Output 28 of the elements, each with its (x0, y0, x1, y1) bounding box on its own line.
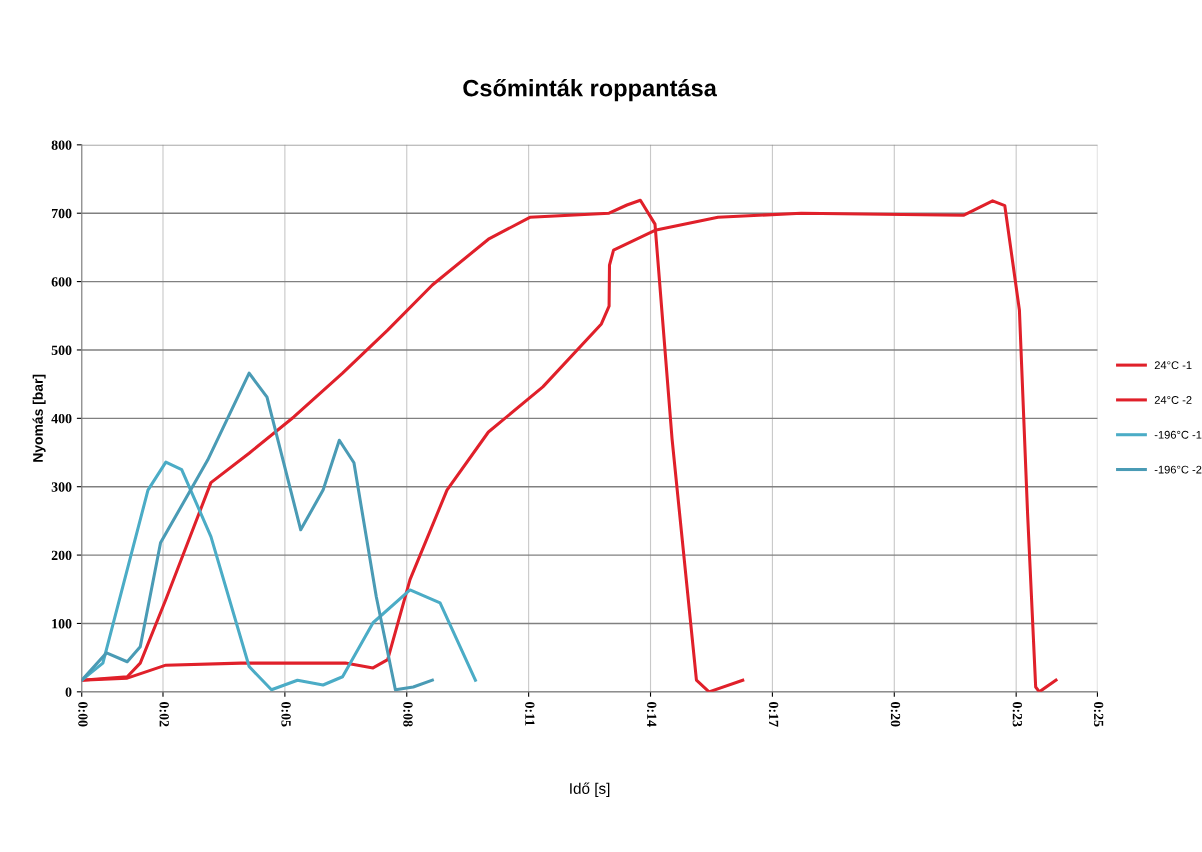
y-tick-label: 800 (51, 140, 72, 150)
chart-title: Csőminták roppantása (463, 78, 718, 102)
y-tick-label: 0 (65, 687, 72, 697)
x-axis-title: Idő [s] (570, 782, 610, 797)
x-tick-label: 0:25 (1093, 702, 1104, 727)
y-tick-label: 200 (51, 550, 72, 561)
y-axis-title: Nyomás [bar] (32, 374, 46, 462)
y-tick-label: 600 (51, 277, 72, 287)
line-series (81, 460, 477, 692)
x-tick-label: 0:02 (159, 702, 169, 727)
legend-label: -196°C -2 (1154, 465, 1202, 474)
legend-label: 24°C -1 (1154, 361, 1192, 370)
legend-label: 24°C -2 (1154, 396, 1192, 404)
y-tick-label: 100 (52, 619, 72, 629)
legend-label: -196°C -1 (1154, 430, 1202, 439)
y-tick-label: 500 (51, 345, 72, 355)
x-tick-label: 0:14 (646, 702, 657, 727)
x-tick-label: 0:00 (78, 702, 88, 727)
x-tick-label: 0:17 (768, 702, 779, 727)
line-series (81, 371, 434, 692)
x-tick-label: 0:11 (525, 702, 535, 726)
y-tick-label: 700 (51, 208, 72, 219)
x-tick-label: 0:23 (1012, 702, 1023, 727)
x-tick-label: 0:20 (890, 702, 901, 727)
x-tick-label: 0:05 (281, 702, 291, 727)
y-tick-label: 400 (51, 413, 72, 424)
y-tick-label: 300 (51, 482, 72, 492)
x-tick-label: 0:08 (403, 702, 413, 727)
